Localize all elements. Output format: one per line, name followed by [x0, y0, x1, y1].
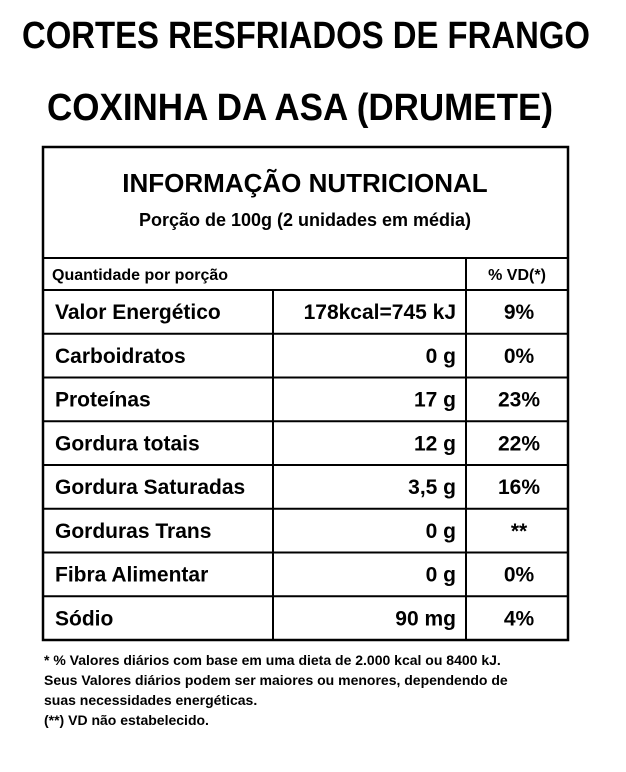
nutrient: Sódio	[55, 607, 113, 630]
table-border	[41, 145, 570, 642]
nutrient: Gorduras Trans	[55, 520, 211, 543]
amount: 0 g	[426, 564, 456, 587]
daily-value: **	[511, 520, 528, 543]
amount: 178kcal=745 kJ	[304, 301, 456, 324]
amount: 17 g	[414, 389, 456, 412]
footnote: * % Valores diários com base em uma diet…	[44, 652, 501, 668]
amount: 12 g	[414, 432, 456, 455]
column-header: Quantidade por porção	[52, 267, 228, 284]
nutrient: Valor Energético	[55, 301, 221, 324]
daily-value: 4%	[504, 607, 535, 630]
daily-value: 0%	[504, 345, 535, 368]
daily-value: 23%	[498, 389, 540, 412]
daily-value: 9%	[504, 301, 535, 324]
amount: 3,5 g	[408, 476, 456, 499]
daily-value: 22%	[498, 432, 540, 455]
title-line: COXINHA DA ASA (DRUMETE)	[47, 87, 553, 129]
nutrient: Gordura Saturadas	[55, 476, 245, 499]
amount: 0 g	[426, 345, 456, 368]
rows: Valor Energético 178kcal=745 kJ 9% Carboidr…	[43, 301, 568, 630]
footnotes: * % Valores diários com base em uma diet…	[44, 652, 508, 728]
daily-value: 16%	[498, 476, 540, 499]
footnote: Seus Valores diários podem ser maiores o…	[44, 672, 508, 688]
nutrient: Fibra Alimentar	[55, 564, 208, 587]
footnote: (**) VD não estabelecido.	[44, 712, 209, 728]
title-line: CORTES RESFRIADOS DE FRANGO	[22, 15, 590, 57]
amount: 0 g	[426, 520, 456, 543]
table-title: INFORMAÇÃO NUTRICIONAL	[122, 168, 488, 198]
portion: Porção de 100g (2 unidades em média)	[139, 210, 471, 230]
footnote: suas necessidades energéticas.	[44, 692, 257, 708]
column-header: % VD(*)	[488, 267, 546, 284]
nutrient: Proteínas	[55, 389, 151, 412]
nutrient: Carboidratos	[55, 345, 186, 368]
daily-value: 0%	[504, 564, 535, 587]
amount: 90 mg	[395, 607, 456, 630]
nutrient: Gordura totais	[55, 432, 200, 455]
